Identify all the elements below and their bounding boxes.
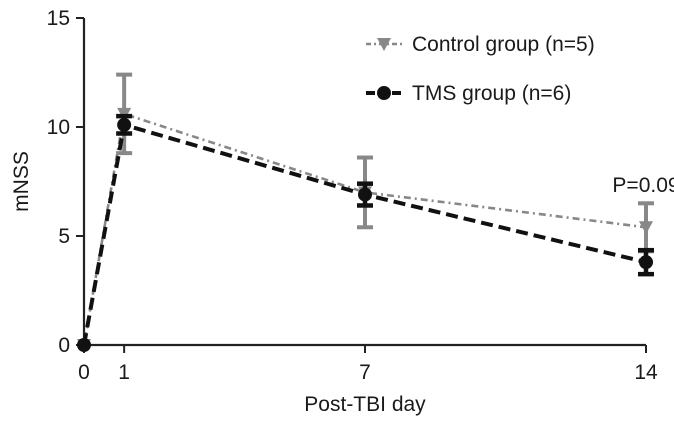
data-point	[377, 38, 391, 51]
y-tick-label: 0	[58, 334, 70, 357]
data-point	[639, 221, 653, 235]
data-point	[639, 255, 653, 270]
legend-entry: Control group (n=5)	[366, 33, 595, 56]
axes: 0 5 10 15 0 1 7 14	[47, 7, 658, 384]
y-tick-label: 15	[47, 7, 70, 30]
y-tick-label: 5	[58, 225, 70, 248]
legend-label: TMS group (n=6)	[412, 82, 571, 105]
series-control	[77, 72, 654, 352]
series-tms	[77, 113, 654, 352]
y-tick-label: 10	[47, 116, 70, 139]
legend-entry: TMS group (n=6)	[366, 82, 571, 105]
series-layer	[77, 72, 654, 352]
p-value-annotation: P=0.09	[612, 174, 674, 197]
x-axis-label: Post-TBI day	[304, 393, 426, 416]
annotation-layer: P=0.09	[612, 174, 674, 197]
data-point	[117, 117, 132, 132]
x-tick-label: 1	[118, 361, 130, 384]
legend-label: Control group (n=5)	[412, 33, 595, 56]
data-point	[358, 187, 372, 202]
legend: Control group (n=5) TMS group (n=6)	[366, 33, 595, 105]
series-line	[82, 122, 647, 346]
data-point	[77, 338, 91, 352]
x-tick-label: 7	[359, 361, 371, 384]
y-axis-label: mNSS	[10, 151, 33, 212]
x-tick-label: 14	[634, 361, 658, 384]
data-point	[377, 86, 391, 100]
series-line	[82, 112, 647, 346]
x-tick-label: 0	[78, 361, 90, 384]
